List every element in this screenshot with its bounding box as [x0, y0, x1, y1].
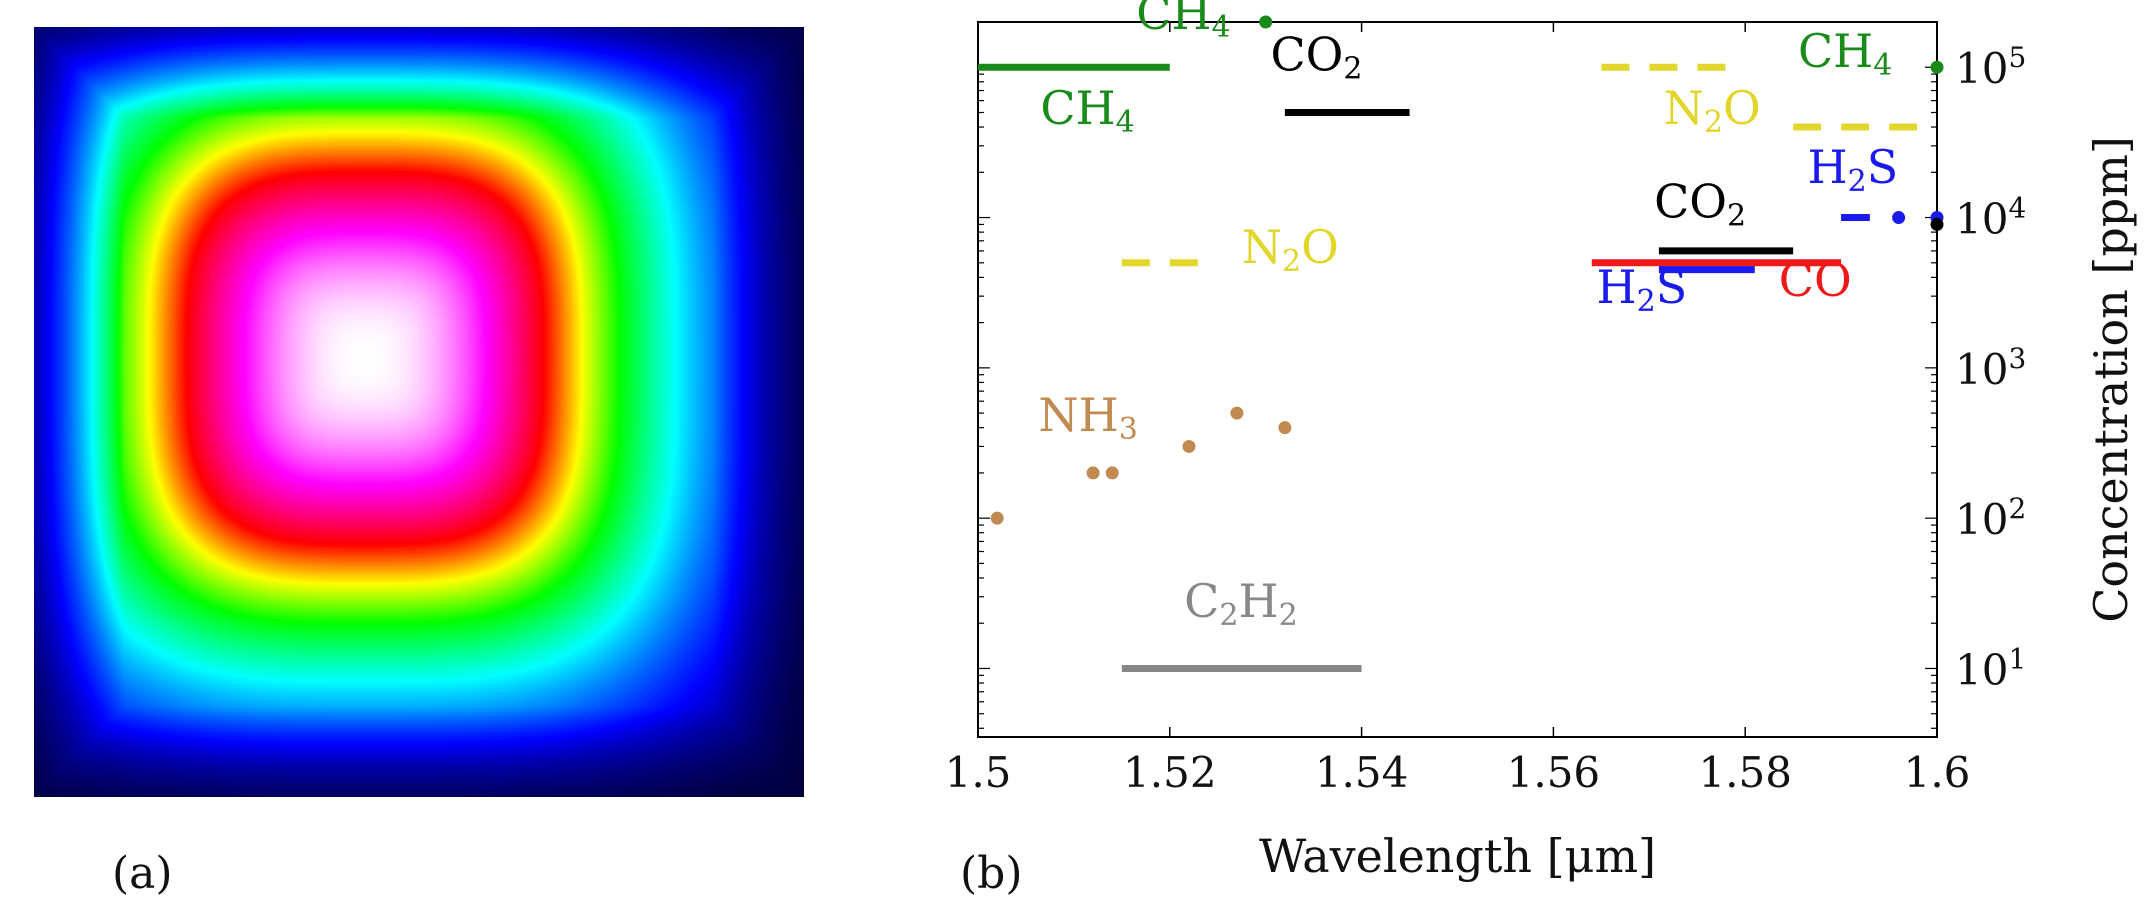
h2s-point: [1892, 211, 1906, 225]
x-tick-label: 1.58: [1698, 748, 1792, 797]
co-label-label: CO: [1779, 253, 1852, 307]
nh3-label-label: NH3: [1038, 388, 1137, 447]
x-tick-label: 1.56: [1507, 748, 1601, 797]
x-axis-label: Wavelength [μm]: [1259, 829, 1656, 883]
n2o-right-label: N2O: [1664, 81, 1761, 140]
co2-top-label: CO2: [1270, 28, 1362, 87]
ch4-left-label: CH4: [1040, 81, 1134, 140]
concentration-chart: 1.5 1.52 1.54 1.56 1.58 1.6 101 102 103 104 105 Wav…: [945, 0, 2138, 883]
plot-axes: 1.5 1.52 1.54 1.56 1.58 1.6 101 102 103 104 105 Wav…: [945, 21, 2138, 883]
nh3-point: [1086, 466, 1100, 480]
x-tick-label: 1.6: [1904, 748, 1971, 797]
y-tick-label: 103: [1955, 342, 2026, 394]
ch4-point: [1259, 15, 1273, 29]
y-tick-label: 105: [1955, 41, 2026, 93]
nh3-point: [1230, 406, 1244, 420]
nh3-point: [990, 511, 1004, 525]
x-tick-label: 1.5: [945, 748, 1012, 797]
y-tick-label: 102: [1955, 492, 2026, 544]
y-axis-label: Concentration [ppm]: [2084, 136, 2138, 623]
co2-point: [1930, 217, 1944, 231]
n2o-left-label: N2O: [1242, 220, 1339, 279]
c2h2-label-label: C2H2: [1184, 574, 1298, 633]
caption-a: (a): [112, 848, 173, 899]
h2s-right-label: H2S: [1808, 140, 1899, 199]
nh3-point: [1105, 466, 1119, 480]
y-tick-label: 104: [1955, 192, 2026, 244]
co2-right-label: CO2: [1654, 175, 1746, 234]
beam-profile-heatmap: [34, 27, 804, 797]
h2s-lower-label: H2S: [1597, 260, 1688, 319]
caption-b: (b): [960, 848, 1023, 899]
plot-frame: [977, 21, 1938, 738]
ch4-top-label: CH4: [1136, 0, 1230, 45]
y-tick-label: 101: [1955, 642, 2026, 694]
nh3-point: [1182, 439, 1196, 453]
ch4-right-label: CH4: [1798, 24, 1892, 83]
x-tick-label: 1.54: [1315, 748, 1409, 797]
ch4-point: [1930, 60, 1944, 74]
plot-marks: [978, 15, 1944, 672]
nh3-point: [1278, 421, 1292, 435]
x-tick-label: 1.52: [1123, 748, 1217, 797]
